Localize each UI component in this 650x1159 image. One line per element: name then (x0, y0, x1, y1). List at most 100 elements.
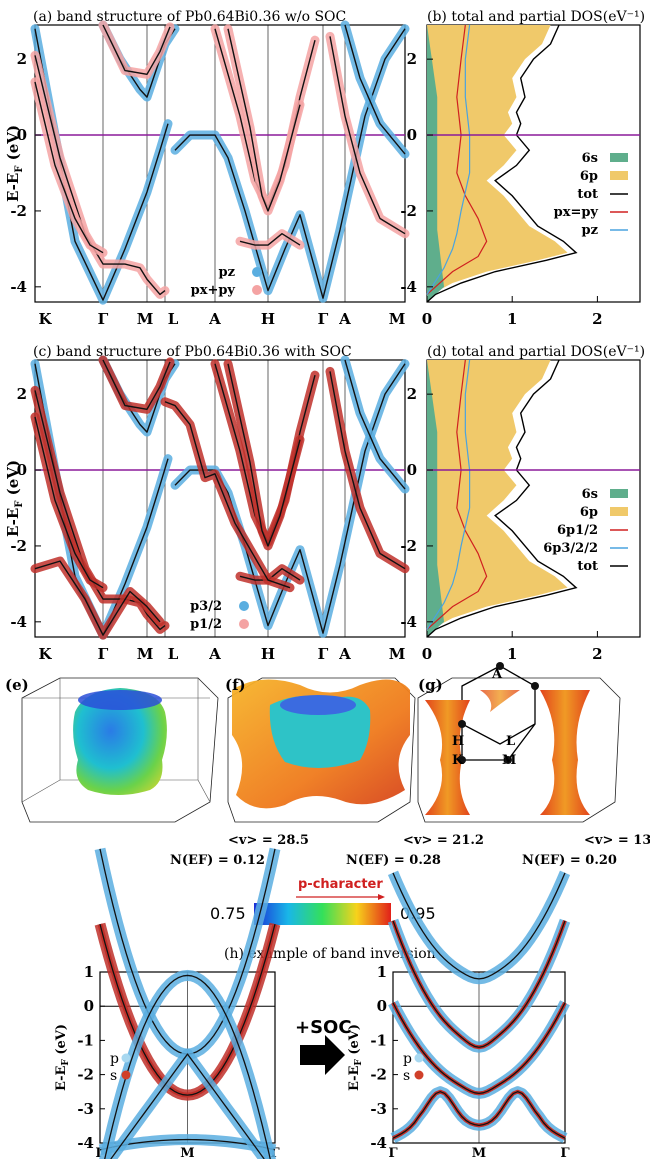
y-tick-label: -4 (10, 613, 27, 631)
legend-dot (252, 285, 262, 295)
panel-c-title: (c) band structure of Pb0.64Bi0.36 with … (33, 344, 352, 360)
dos-x-tick-label: 2 (592, 645, 602, 663)
y-axis-label-sub: F (14, 501, 25, 508)
dos-y-tick-label: -4 (400, 613, 417, 631)
band-line-2 (34, 416, 104, 589)
panel-d-dos: 2 0 -2 -4 0 1 2 6s 6p 6p1/2 6p3/2/2 tot (400, 359, 641, 663)
band-line-4 (102, 24, 171, 76)
inv-y-axis-label-unit: (eV) (54, 1024, 69, 1059)
inv-band-line-3 (392, 872, 566, 980)
legend-entry: pz (582, 223, 598, 238)
plot-frame (34, 24, 406, 303)
panel-g-fermi-surface: A H L K M (g) (417, 662, 621, 823)
panel-g-dos: N(EF) = 0.20 (522, 853, 617, 868)
inv-y-tick-label: -4 (370, 1134, 387, 1152)
bz-point-A: A (491, 667, 503, 682)
y-axis-label-sub: F (14, 166, 25, 173)
y-tick-label: -2 (10, 202, 27, 220)
dos-total-line (426, 359, 578, 638)
legend-entry: 6p (580, 169, 598, 184)
legend-swatch (610, 171, 628, 180)
dos-6p-area (427, 360, 568, 637)
legend-entry: 6p1/2 (557, 523, 598, 538)
bz-point-L: L (506, 734, 515, 749)
legend-entry: 6s (582, 487, 598, 502)
k-label: Γ (318, 645, 329, 663)
y-axis-label: E-EF (eV) (4, 125, 25, 202)
inv-y-tick-label: -3 (77, 1100, 94, 1118)
inv-legend-p: p (403, 1051, 412, 1067)
inv-y-tick-label: -1 (370, 1031, 387, 1049)
legend-swatch (610, 153, 628, 162)
inv-y-axis-label: E-EF (eV) (347, 1024, 364, 1091)
panel-e-label: (e) (5, 676, 29, 694)
k-label: M (389, 310, 406, 328)
inv-k-label: Γ (95, 1146, 105, 1159)
legend-entry: 6s (582, 151, 598, 166)
panel-d-title: (d) total and partial DOS(eV⁻¹) (427, 344, 645, 360)
band-line-7 (227, 363, 301, 547)
inv-band-line-0 (392, 920, 566, 1048)
k-label: L (168, 310, 179, 328)
dos-y-tick-label: -2 (400, 202, 417, 220)
colorbar-min: 0.75 (210, 904, 246, 923)
k-label: H (261, 310, 275, 328)
dos-y-tick-label: -2 (400, 537, 417, 555)
inv-band-line-2 (99, 1138, 276, 1151)
band-line-9 (344, 24, 406, 155)
band-line-1 (34, 55, 166, 296)
inv-y-tick-label: -2 (77, 1066, 94, 1084)
legend-entry: 6p (580, 505, 598, 520)
k-label: Γ (98, 645, 109, 663)
inv-y-axis-label-unit: (eV) (347, 1024, 362, 1059)
k-label: H (261, 645, 275, 663)
band-line-8 (329, 36, 406, 235)
inv-legend-p-dot (121, 1053, 131, 1063)
dos-x-tick-label: 1 (507, 645, 517, 663)
inv-band-line-0 (99, 923, 276, 1096)
inv-y-axis-label-sub: F (61, 1059, 71, 1066)
dos-y-tick-label: 2 (407, 385, 417, 403)
band-line-2 (34, 81, 104, 254)
band-line-9 (344, 359, 406, 490)
dos-blue-line (426, 359, 471, 630)
y-axis-label-unit: (eV) (4, 460, 22, 501)
inv-legend-s-dot (121, 1070, 131, 1080)
legend-entry: 6p3/2/2 (543, 541, 598, 556)
inv-legend-p: p (110, 1051, 119, 1067)
panel-g-velocity: <v> = 13.7 (584, 833, 650, 848)
inv-band-line-3 (109, 1053, 266, 1159)
bz-point-K: K (452, 753, 464, 768)
k-label: K (38, 645, 52, 663)
band-glow-12 (160, 397, 295, 593)
k-label: A (338, 310, 351, 328)
dos-blue-line (426, 24, 471, 295)
band-line-8 (329, 371, 406, 570)
soc-arrow-label: +SOC (295, 1017, 352, 1038)
y-tick-label: -4 (10, 278, 27, 296)
inv-k-label: M (180, 1146, 194, 1159)
y-tick-label: 2 (17, 50, 27, 68)
inv-k-label: Γ (560, 1146, 570, 1159)
inv-band-line-1 (392, 1002, 566, 1095)
legend-entry: tot (577, 559, 598, 574)
k-label: Γ (98, 310, 109, 328)
band-line-5 (174, 28, 406, 299)
panel-f-fermi-surface: (f) (225, 676, 416, 823)
panel-h-title: (h) example of band inversion (224, 946, 436, 962)
colorbar-label: p-character (298, 877, 383, 892)
plot-frame (34, 359, 406, 638)
k-label: A (208, 310, 221, 328)
legend-dot (239, 601, 249, 611)
dos-6s-area (427, 25, 445, 302)
dos-x-tick-label: 0 (422, 645, 432, 663)
panel-b-title: (b) total and partial DOS(eV⁻¹) (427, 9, 645, 25)
inv-legend-s: s (403, 1068, 410, 1084)
dos-y-tick-label: 0 (407, 461, 417, 479)
panel-h-after-soc: 1 0 -1 -2 -3 -4 E-EF (eV) Γ M Γps (347, 870, 570, 1159)
legend-entry: pz (219, 265, 235, 280)
inv-legend-s-dot (414, 1070, 424, 1080)
dos-y-tick-label: 0 (407, 126, 417, 144)
